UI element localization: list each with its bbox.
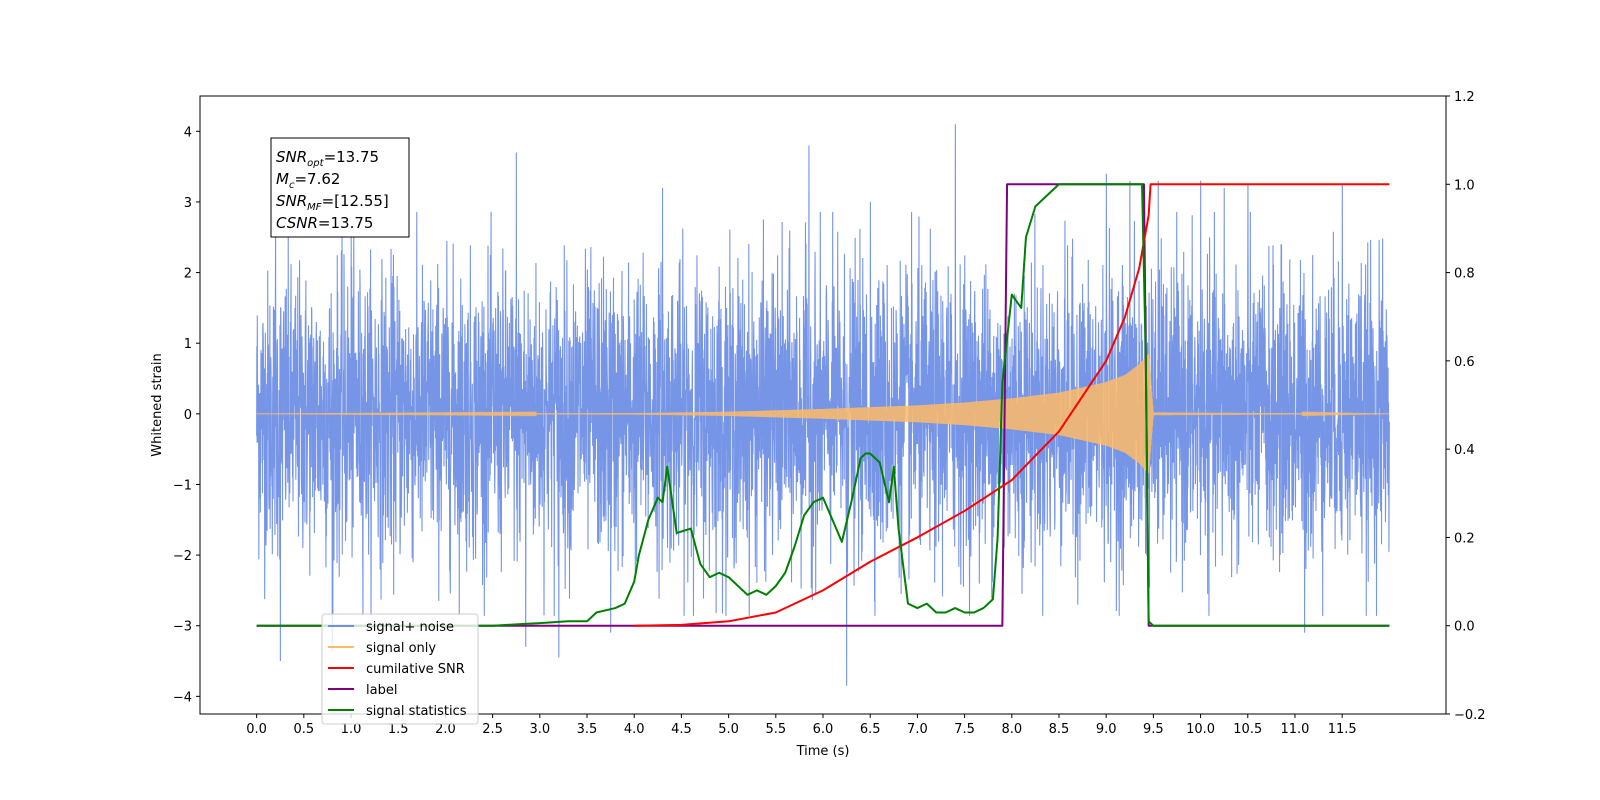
annotation-symbol: CSNR	[276, 214, 318, 232]
annotation-box: SNRopt=13.75Mc=7.62SNRMF=[12.55]CSNR=13.…	[270, 137, 410, 238]
legend-label: signal+ noise	[366, 620, 454, 635]
y2-tick-label: 0.4	[1454, 443, 1475, 458]
annotation-subscript: MF	[307, 202, 322, 213]
x-tick-label: 6.5	[860, 722, 881, 737]
x-tick-label: 10.5	[1233, 722, 1262, 737]
signal-only-line	[256, 354, 1390, 474]
y-tick-label: 2	[184, 267, 192, 282]
y2-tick-label: 0.8	[1454, 267, 1475, 282]
x-tick-label: 10.0	[1186, 722, 1215, 737]
x-tick-label: 7.0	[907, 722, 928, 737]
y-tick-label: −1	[173, 478, 192, 493]
legend-label: cumilative SNR	[366, 662, 465, 677]
x-tick-label: 0.5	[293, 722, 314, 737]
x-axis: 0.0 0.5 1.0 1.5 2.0 2.5 3.0 3.5 4.0 4.5 5.0 5.5 6.0 6…	[246, 714, 1357, 737]
x-tick-label: 2.0	[435, 722, 456, 737]
annotation-line: SNRopt=13.75	[276, 148, 379, 169]
x-tick-label: 1.0	[341, 722, 362, 737]
annotation-line: SNRMF=[12.55]	[276, 192, 389, 213]
y-tick-label: −2	[173, 549, 192, 564]
x-tick-label: 8.5	[1049, 722, 1070, 737]
annotation-value: =13.75	[324, 148, 380, 166]
x-tick-label: 6.0	[813, 722, 834, 737]
y-axis-left: −4 −3 −2 −1 0 1 2 3 4	[173, 125, 200, 705]
signal-series	[256, 354, 1390, 474]
y-tick-label: −3	[173, 620, 192, 635]
annotation-line: CSNR=13.75	[276, 214, 373, 232]
annotation-subscript: opt	[307, 158, 324, 169]
annotation-frame	[270, 137, 410, 238]
x-tick-label: 4.0	[624, 722, 645, 737]
legend-label: label	[366, 683, 397, 698]
y2-tick-label: −0.2	[1454, 708, 1486, 723]
line-series	[256, 183, 1390, 627]
annotation-value: =7.62	[294, 170, 340, 188]
signal-statistics-line	[256, 183, 1390, 627]
y-tick-label: −4	[173, 690, 192, 705]
y-tick-label: 0	[184, 408, 192, 423]
legend-frame	[321, 613, 479, 725]
x-tick-label: 9.5	[1143, 722, 1164, 737]
annotation-symbol: SNR	[276, 148, 307, 166]
x-tick-label: 3.5	[577, 722, 598, 737]
annotation-value: =[12.55]	[322, 192, 389, 210]
y-axis-title: Whitened strain	[150, 353, 165, 456]
x-tick-label: 5.5	[765, 722, 786, 737]
x-tick-label: 2.5	[482, 722, 503, 737]
y-tick-label: 3	[184, 196, 192, 211]
x-axis-title: Time (s)	[796, 744, 850, 759]
x-tick-label: 0.0	[246, 722, 267, 737]
x-tick-label: 7.5	[954, 722, 975, 737]
y-tick-label: 4	[184, 125, 192, 140]
noise-series	[256, 124, 1390, 686]
x-tick-label: 11.5	[1328, 722, 1357, 737]
y2-tick-label: 1.2	[1454, 90, 1475, 105]
annotation-line: Mc=7.62	[276, 170, 340, 191]
x-tick-label: 4.5	[671, 722, 692, 737]
y2-tick-label: 1.0	[1454, 178, 1475, 193]
y2-tick-label: 0.0	[1454, 620, 1475, 635]
x-tick-label: 9.0	[1096, 722, 1117, 737]
y-tick-label: 1	[184, 337, 192, 352]
annotation-subscript: c	[289, 180, 295, 191]
x-tick-label: 5.0	[718, 722, 739, 737]
y2-tick-label: 0.6	[1454, 355, 1475, 370]
legend-label: signal statistics	[366, 704, 467, 719]
y-axis-right: −0.2 0.0 0.2 0.4 0.6 0.8 1.0 1.2	[1446, 90, 1486, 723]
legend: signal+ noise signal only cumilative SNR la…	[321, 613, 479, 725]
annotation-symbol: SNR	[276, 192, 307, 210]
x-tick-label: 3.0	[529, 722, 550, 737]
annotation-symbol: M	[276, 170, 289, 188]
x-tick-label: 11.0	[1280, 722, 1309, 737]
x-tick-label: 1.5	[388, 722, 409, 737]
legend-label: signal only	[366, 641, 436, 656]
annotation-value: =13.75	[318, 214, 374, 232]
y2-tick-label: 0.2	[1454, 531, 1475, 546]
x-tick-label: 8.0	[1001, 722, 1022, 737]
signal-noise-line	[256, 124, 1390, 686]
